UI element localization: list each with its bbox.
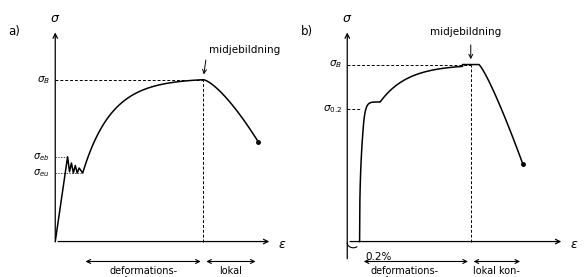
Text: deformations-
hårdnande: deformations- hårdnande xyxy=(109,266,177,277)
Text: $\sigma_{0.2}$: $\sigma_{0.2}$ xyxy=(323,104,342,115)
Text: lokal
kontraktion: lokal kontraktion xyxy=(203,266,259,277)
Text: $\varepsilon$: $\varepsilon$ xyxy=(277,238,286,250)
Text: b): b) xyxy=(301,25,312,38)
Text: $\sigma_B$: $\sigma_B$ xyxy=(329,59,342,70)
Text: $\sigma$: $\sigma$ xyxy=(342,12,352,25)
Text: lokal kon-
traktion: lokal kon- traktion xyxy=(474,266,520,277)
Text: $\varepsilon$: $\varepsilon$ xyxy=(569,238,578,250)
Text: $\sigma_B$: $\sigma_B$ xyxy=(37,74,50,86)
Text: midjebildning: midjebildning xyxy=(209,45,280,55)
Text: $\sigma_{eu}$: $\sigma_{eu}$ xyxy=(33,167,50,179)
Text: midjebildning: midjebildning xyxy=(430,27,501,37)
Text: 0.2%: 0.2% xyxy=(365,252,391,261)
Text: $\sigma$: $\sigma$ xyxy=(50,12,60,25)
Text: deformations-
hårdnande: deformations- hårdnande xyxy=(371,266,439,277)
Text: $\sigma_{eb}$: $\sigma_{eb}$ xyxy=(33,151,50,163)
Text: a): a) xyxy=(9,25,20,38)
